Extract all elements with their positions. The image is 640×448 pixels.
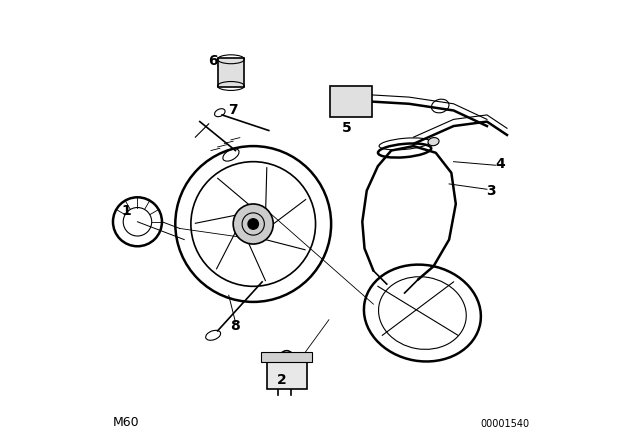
Text: 8: 8	[230, 319, 240, 333]
Text: 6: 6	[209, 55, 218, 69]
FancyBboxPatch shape	[267, 355, 307, 389]
Text: 1: 1	[122, 204, 131, 218]
Text: 4: 4	[495, 157, 505, 171]
Text: 2: 2	[277, 373, 287, 387]
Text: 00001540: 00001540	[480, 419, 529, 429]
Text: M60: M60	[113, 416, 140, 429]
FancyBboxPatch shape	[218, 58, 244, 87]
FancyBboxPatch shape	[261, 352, 312, 362]
Text: 5: 5	[342, 121, 351, 135]
Text: 3: 3	[486, 184, 496, 198]
FancyBboxPatch shape	[330, 86, 372, 117]
Text: 7: 7	[228, 103, 238, 117]
Ellipse shape	[428, 138, 439, 146]
Circle shape	[248, 219, 259, 229]
Circle shape	[233, 204, 273, 244]
